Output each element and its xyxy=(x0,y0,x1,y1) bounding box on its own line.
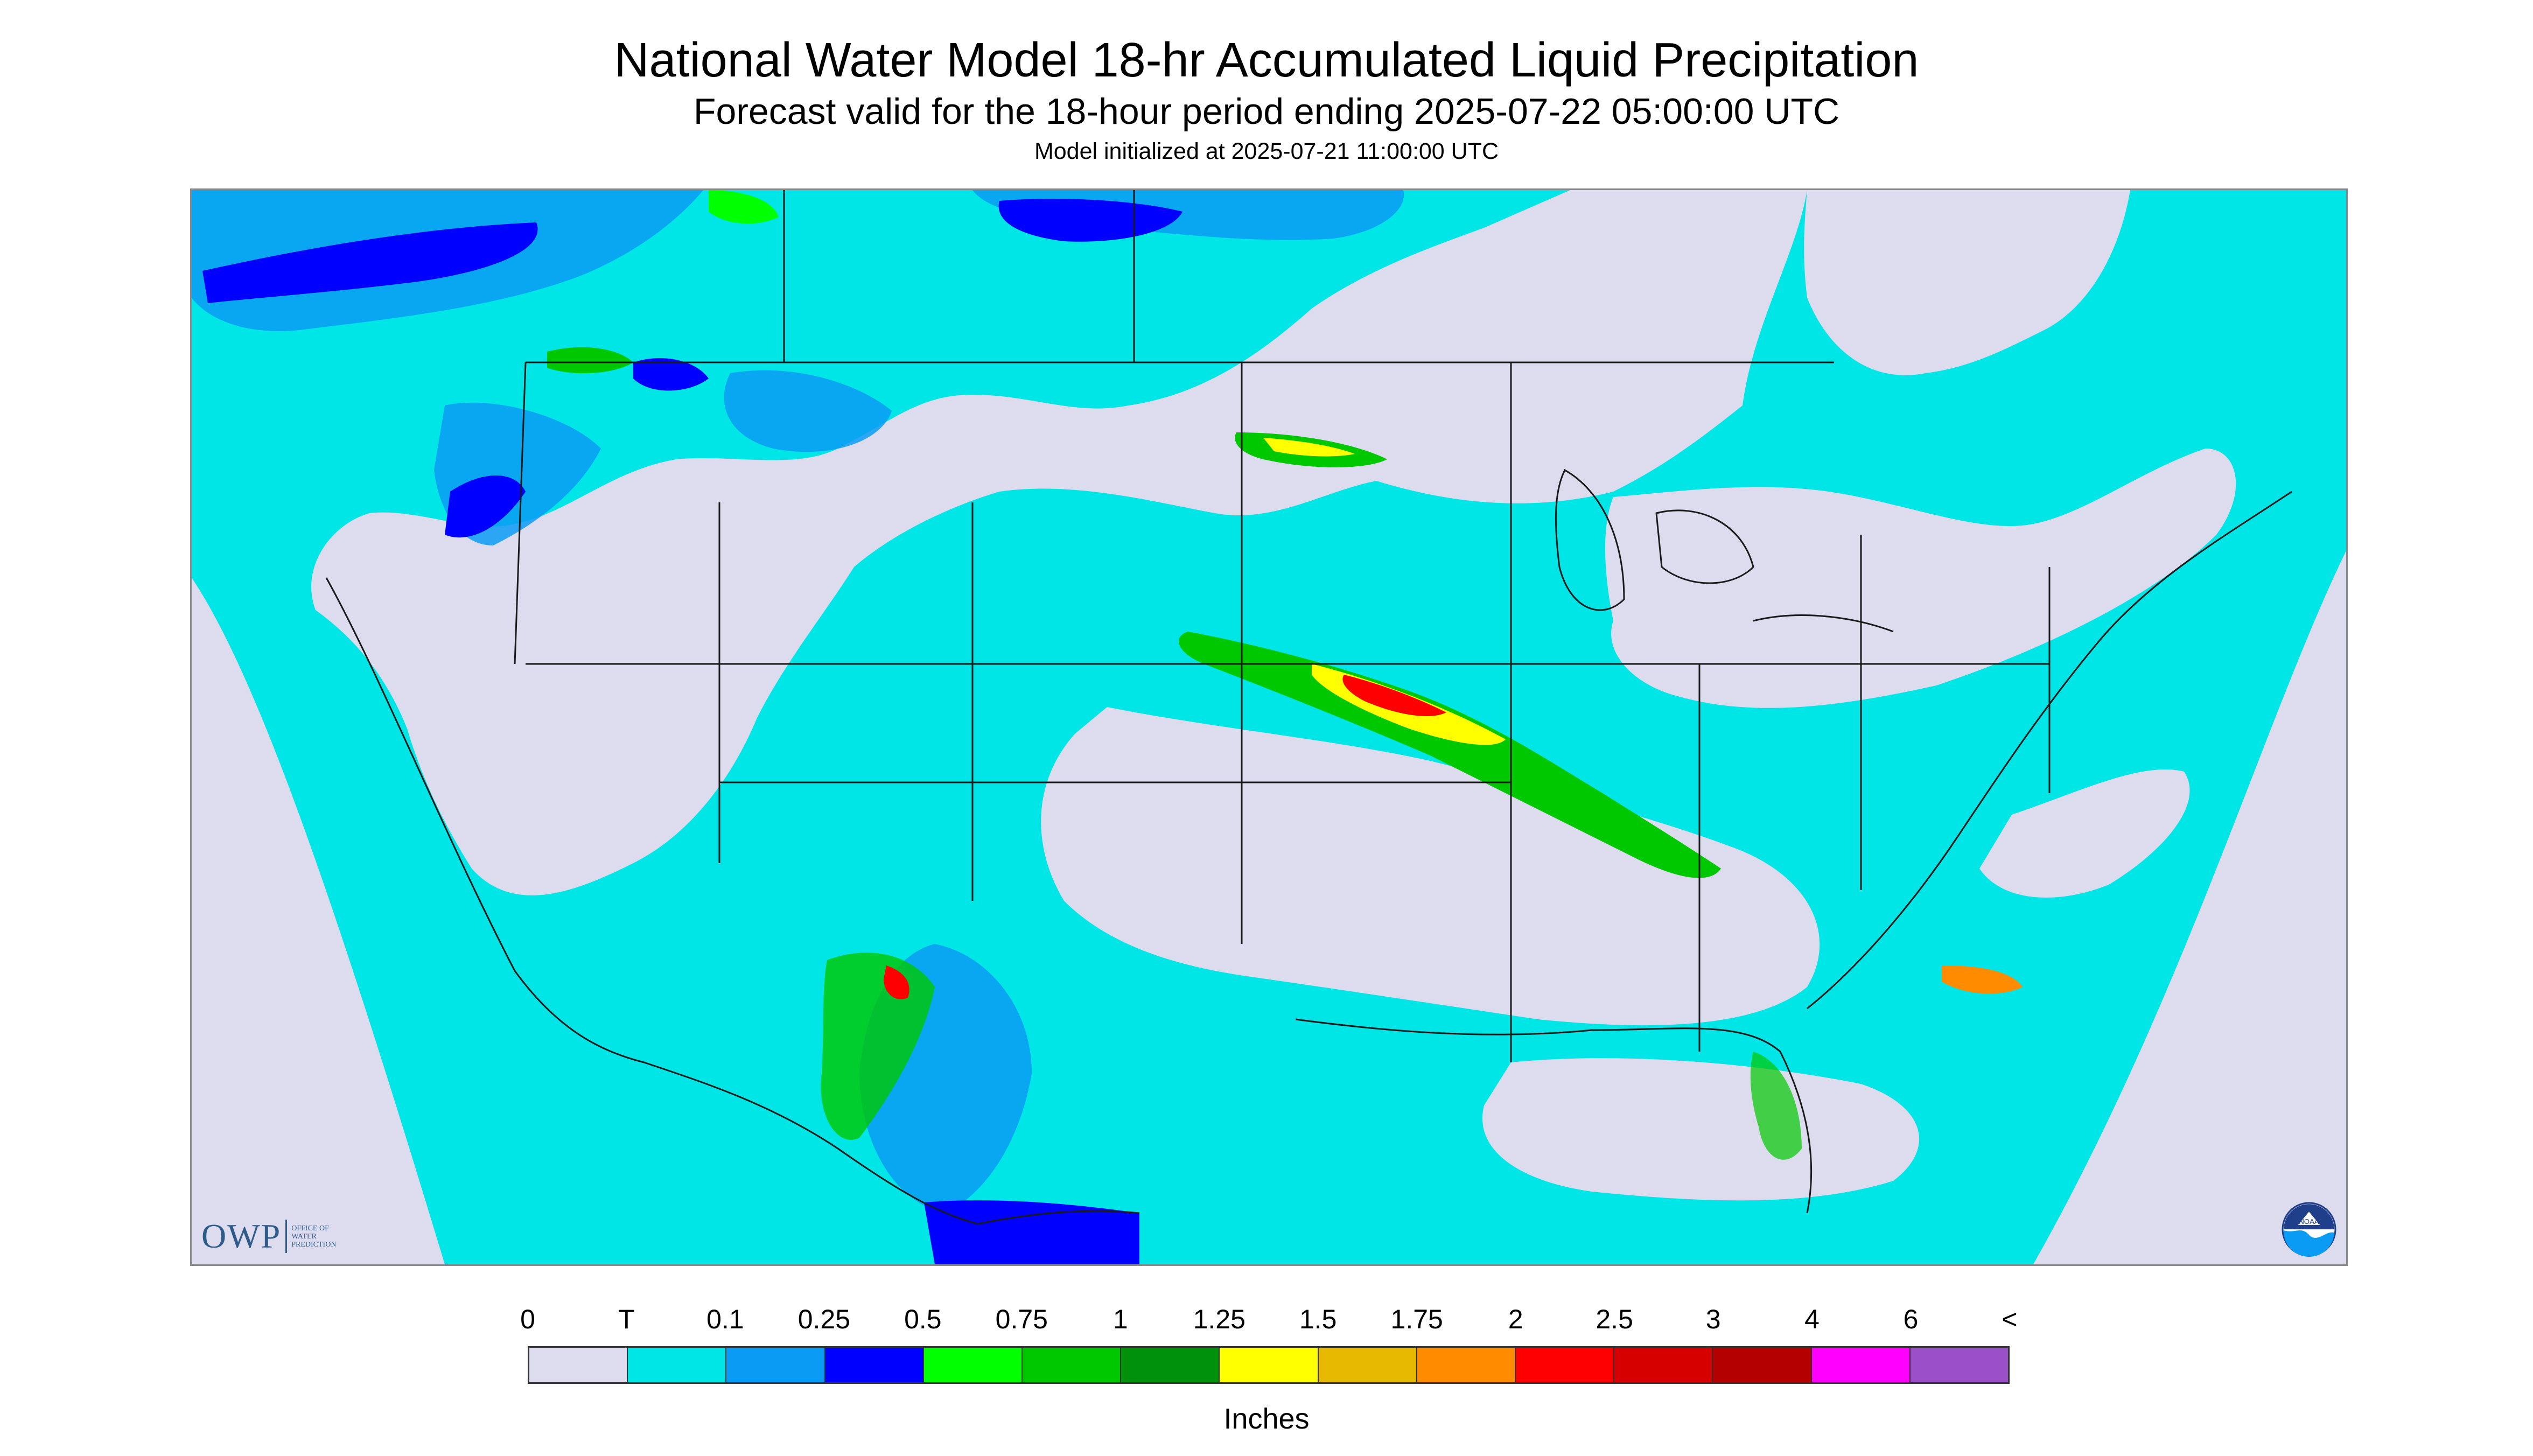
legend-swatch xyxy=(628,1348,727,1382)
heavy-precip-bands xyxy=(547,190,2023,1160)
heavy-precip-minnesota-core xyxy=(1263,438,1355,457)
heavy-precip-alberta xyxy=(709,190,779,224)
noaa-logo-text: NOAA xyxy=(2299,1217,2319,1226)
noaa-logo: NOAA xyxy=(2282,1202,2336,1257)
moderate-precip-patches xyxy=(202,199,1182,1264)
legend-tick-label: 0.1 xyxy=(706,1304,744,1334)
legend-tick-label: 1.75 xyxy=(1390,1304,1443,1334)
legend-swatch xyxy=(1417,1348,1516,1382)
owp-logo-word-2: WATER xyxy=(291,1232,317,1241)
legend-swatch xyxy=(923,1348,1023,1382)
legend-swatch xyxy=(1023,1348,1122,1382)
heavy-precip-florida xyxy=(1750,1052,1802,1160)
moderate-precip-bc-band xyxy=(202,222,538,303)
zero-precip-areas xyxy=(192,190,2346,1264)
owp-logo-word-1: OFFICE OF xyxy=(291,1224,329,1233)
great-lakes xyxy=(1555,468,1894,633)
legend-swatch xyxy=(1121,1348,1220,1382)
light-precip-montana xyxy=(724,370,892,452)
legend-tick-label: 0.25 xyxy=(797,1304,851,1334)
legend-swatch xyxy=(1713,1348,1812,1382)
legend-tick-label: 1 xyxy=(1112,1304,1128,1334)
legend-swatch xyxy=(726,1348,825,1382)
model-init-line: Model initialized at 2025-07-21 11:00:00… xyxy=(1034,138,1499,164)
legend-tick-label: 2 xyxy=(1508,1304,1523,1334)
zero-precip-southern-plains xyxy=(1041,707,1820,1026)
legend-tick-label: 0 xyxy=(520,1304,535,1334)
legend-tick-label: < xyxy=(2002,1304,2018,1334)
legend-swatch xyxy=(1614,1348,1713,1382)
moderate-precip-idaho xyxy=(633,358,709,391)
moderate-precip-oregon xyxy=(445,475,526,538)
map-title: National Water Model 18-hr Accumulated L… xyxy=(614,33,1919,87)
coastlines xyxy=(325,491,2292,1225)
legend-tick-label: 3 xyxy=(1705,1304,1721,1334)
owp-logo-word-3: PREDICTION xyxy=(291,1240,337,1249)
legend-tick-labels: 0 T 0.1 0.25 0.5 0.75 1 1.25 1.5 1.75 2 2.5 3 4 6 < xyxy=(520,1303,2018,1335)
legend-swatch xyxy=(1910,1348,2009,1382)
legend-swatch xyxy=(529,1348,628,1382)
legend-swatch xyxy=(1516,1348,1615,1382)
heavy-precip-band-green xyxy=(1179,632,1721,878)
outside-domain-east xyxy=(2033,551,2346,1264)
legend-tick-label: 4 xyxy=(1804,1304,1820,1334)
owp-logo-words: OFFICE OF WATER PREDICTION xyxy=(291,1224,336,1249)
heavy-precip-chihuahua-core xyxy=(884,965,909,999)
legend-swatch xyxy=(825,1348,924,1382)
zero-precip-ontario xyxy=(1804,190,2130,375)
legend-swatch xyxy=(1811,1348,1911,1382)
heavy-precip-sierra-madre xyxy=(821,953,935,1140)
zero-precip-central xyxy=(311,190,1807,895)
owp-logo-letters: OWP xyxy=(201,1217,282,1255)
moderate-precip-yucatan xyxy=(924,1200,1139,1264)
legend-unit-label: Inches xyxy=(1223,1403,1310,1435)
legend-tick-label: 1.5 xyxy=(1299,1304,1337,1334)
precip-legend-colorbar xyxy=(528,1346,2010,1384)
heavy-precip-atlantic xyxy=(1942,965,2023,994)
zero-precip-gulf xyxy=(1482,1058,1919,1201)
legend-tick-label: 0.75 xyxy=(995,1304,1048,1334)
owp-logo: OWP OFFICE OF WATER PREDICTION xyxy=(201,1215,336,1258)
legend-swatch xyxy=(1318,1348,1417,1382)
forecast-valid-subtitle: Forecast valid for the 18-hour period en… xyxy=(693,91,1840,132)
zero-precip-great-lakes xyxy=(1605,449,2236,708)
legend-tick-label: 6 xyxy=(1903,1304,1919,1334)
heavy-precip-band-red xyxy=(1342,675,1446,717)
state-boundaries xyxy=(514,190,2051,1062)
outside-domain-west xyxy=(192,578,445,1264)
owp-logo-divider xyxy=(285,1220,288,1253)
legend-tick-label: 2.5 xyxy=(1596,1304,1633,1334)
legend-swatch xyxy=(1220,1348,1319,1382)
precipitation-map-canvas xyxy=(192,190,2346,1264)
moderate-precip-canada xyxy=(998,199,1182,242)
political-boundaries xyxy=(325,190,2292,1225)
legend-tick-label: T xyxy=(618,1304,635,1334)
precipitation-map: OWP OFFICE OF WATER PREDICTION NOAA xyxy=(190,188,2348,1266)
heavy-precip-bc xyxy=(547,347,633,374)
legend-tick-label: 1.25 xyxy=(1193,1304,1245,1334)
legend-tick-label: 0.5 xyxy=(904,1304,942,1334)
zero-precip-atlantic xyxy=(1979,769,2190,898)
